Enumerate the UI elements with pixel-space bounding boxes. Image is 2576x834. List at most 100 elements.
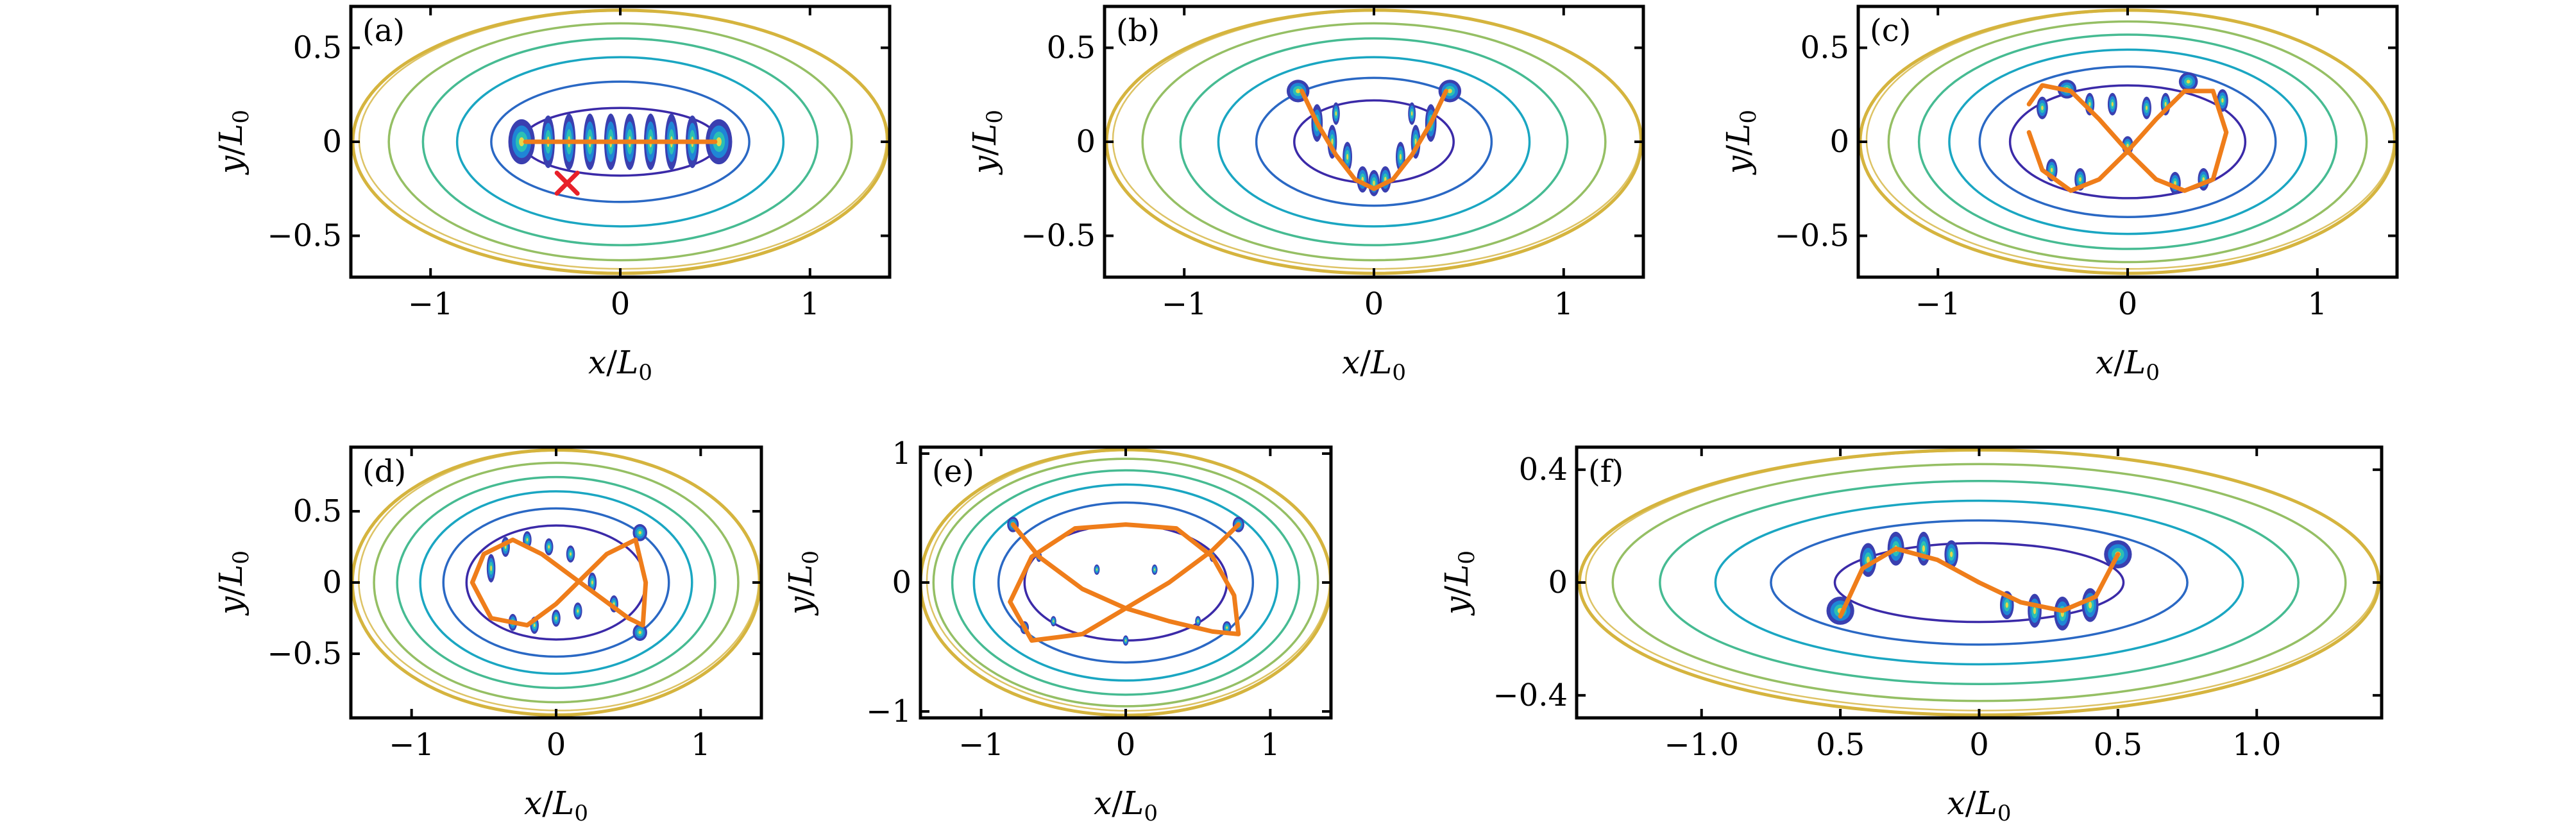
x-tick-label: 1	[2308, 286, 2328, 322]
contour-line	[421, 37, 819, 246]
y-tick-label: 0.4	[1519, 452, 1568, 488]
y-tick-label: 0.5	[293, 493, 342, 529]
contour-line	[1865, 10, 2395, 270]
contour-line	[1585, 450, 2378, 711]
contour-line	[396, 475, 716, 690]
contour-line	[1714, 499, 2244, 666]
contour-line	[1112, 10, 1641, 270]
density-blob	[1917, 531, 1931, 566]
x-tick-label: −1	[1162, 286, 1207, 322]
x-axis-label: x/L0	[524, 785, 588, 826]
x-tick-label: −1.0	[1664, 727, 1739, 763]
trajectory-line	[1300, 89, 1448, 191]
contour-line	[1833, 541, 2125, 624]
contour-line	[455, 56, 785, 228]
x-tick-label: 1	[1554, 286, 1574, 322]
density-blob	[573, 602, 582, 620]
contour-line	[920, 448, 1331, 717]
density-blob	[632, 523, 647, 541]
x-tick-label: 0	[1969, 727, 1989, 763]
plot-area	[1858, 8, 2397, 275]
density-blob	[2028, 593, 2042, 628]
contour-line	[1887, 20, 2368, 264]
y-axis-label: y/L0	[212, 550, 254, 616]
x-tick-label: 0	[547, 727, 566, 763]
contour-line	[1978, 65, 2277, 218]
contour-line	[1179, 37, 1569, 246]
y-tick-label: −0.5	[267, 218, 342, 254]
contour-line	[351, 448, 761, 717]
plot-area	[1105, 8, 1643, 275]
panel-label: (e)	[932, 454, 974, 489]
contour-line	[997, 501, 1255, 664]
contour-line	[419, 490, 693, 675]
density-blob	[1396, 142, 1405, 172]
x-axis-label: x/L0	[1342, 344, 1406, 386]
y-tick-label: 0	[892, 565, 911, 600]
contour-line	[1611, 463, 2347, 702]
density-blob	[1826, 596, 1854, 625]
density-blob	[1368, 169, 1380, 196]
panel-label: (a)	[362, 13, 405, 49]
x-axis-label: x/L0	[2096, 344, 2160, 386]
contour-line	[972, 483, 1279, 682]
plot-area	[351, 8, 890, 275]
x-tick-label: 1	[691, 727, 711, 763]
density-blob	[508, 119, 535, 165]
contour-line	[1141, 22, 1607, 262]
panel-label: (f)	[1588, 454, 1623, 489]
density-blob	[706, 119, 733, 165]
trajectory-line	[1838, 546, 2121, 619]
y-tick-label: 0.5	[1801, 30, 1849, 65]
x-tick-label: 0	[2118, 286, 2138, 322]
panel-a: −1 0 1 0.5 0 −0.5 (a) x/L0 y/L0	[212, 4, 892, 386]
contour-line	[932, 457, 1319, 708]
density-blob	[1094, 564, 1100, 575]
contour-line	[358, 450, 759, 711]
y-tick-label: −0.4	[1493, 677, 1568, 713]
y-tick-label: 0	[322, 124, 342, 160]
density-blob	[1151, 564, 1158, 575]
contour-line	[1255, 76, 1493, 207]
y-tick-label: 0	[1076, 124, 1096, 160]
density-blob	[1050, 616, 1056, 627]
contour-line	[387, 22, 853, 262]
x-tick-label: 0	[1364, 286, 1384, 322]
panel-e: −1 0 1 1 0 −1 (e) x/L0 y/L0	[782, 436, 1333, 826]
density-blob	[552, 609, 561, 627]
contour-line	[1659, 480, 2300, 685]
contour-line	[1217, 56, 1531, 228]
x-tick-label: 1.0	[2232, 727, 2281, 763]
density-blob	[566, 545, 575, 563]
density-blob	[486, 554, 496, 583]
trajectory-line	[470, 537, 648, 628]
plot-area	[920, 448, 1331, 717]
x-tick-label: 0	[611, 286, 631, 322]
y-tick-label: 0.5	[293, 30, 342, 65]
y-tick-label: −1	[866, 694, 911, 729]
x-tick-label: 1	[801, 286, 820, 322]
y-tick-label: 0	[322, 565, 342, 600]
x-tick-label: 0	[1116, 727, 1136, 763]
contour-line	[1770, 519, 2189, 646]
y-tick-label: −0.5	[1021, 218, 1096, 254]
x-axis-label: x/L0	[1094, 785, 1158, 826]
contour-line	[490, 80, 750, 203]
y-axis-label: y/L0	[212, 110, 254, 175]
panel-label: (b)	[1116, 13, 1160, 49]
x-tick-label: 0.5	[2094, 727, 2142, 763]
density-blob	[632, 624, 647, 642]
density-blob	[1944, 540, 1959, 569]
y-axis-label: y/L0	[782, 550, 824, 616]
density-blob	[1408, 102, 1416, 125]
contour-line	[2008, 84, 2247, 200]
density-blob	[2142, 96, 2151, 119]
y-axis-label: y/L0	[1438, 550, 1480, 616]
contour-line	[358, 10, 888, 270]
plot-area	[351, 448, 761, 717]
y-tick-label: −0.5	[267, 636, 342, 672]
y-tick-label: 0	[1829, 124, 1849, 160]
plot-area	[1577, 448, 2381, 717]
density-blob	[544, 538, 554, 556]
